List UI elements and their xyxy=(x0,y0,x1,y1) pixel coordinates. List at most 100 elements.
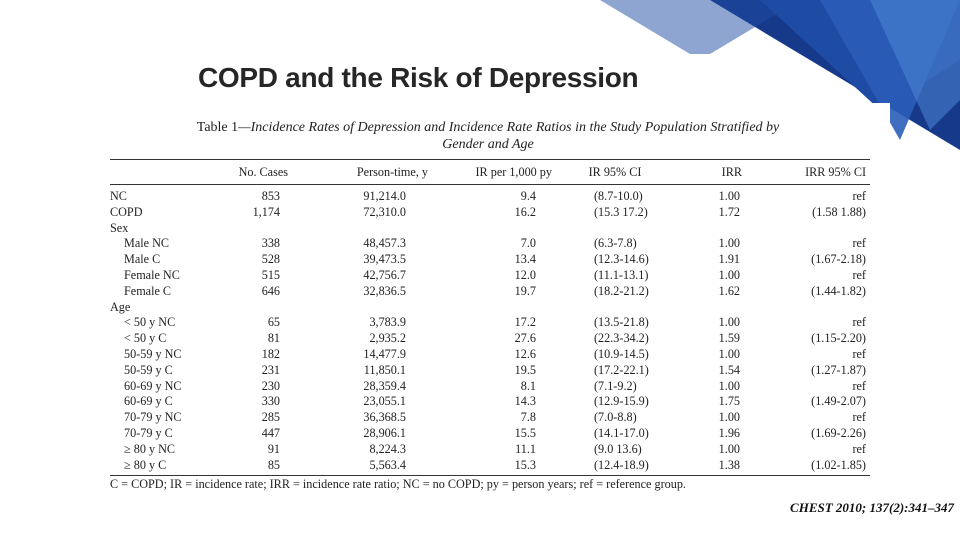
row-label: 70-79 y NC xyxy=(124,410,182,425)
cell-ir-ci: (13.5-21.8) xyxy=(594,315,649,330)
table-footnote: C = COPD; IR = incidence rate; IRR = inc… xyxy=(110,477,686,491)
cell-cases: 330 xyxy=(261,394,280,409)
cell-cases: 285 xyxy=(261,410,280,425)
cell-irr-ci: (1.58 1.88) xyxy=(812,204,866,219)
table-caption: Table 1—Incidence Rates of Depression an… xyxy=(86,119,890,153)
cell-person-time: 42,756.7 xyxy=(363,267,406,282)
table-group-row: Age xyxy=(110,300,870,316)
table-row: Male NC 338 48,457.3 7.0 (6.3-7.8) 1.00 ref xyxy=(110,236,870,252)
cell-ir-ci: (8.7-10.0) xyxy=(594,189,643,203)
cell-ir: 7.8 xyxy=(520,410,536,425)
row-label: < 50 y C xyxy=(124,331,167,346)
cell-cases: 230 xyxy=(261,378,280,393)
cell-person-time: 3,783.9 xyxy=(369,315,406,330)
cell-irr-ci: ref xyxy=(852,236,866,251)
table-row: 60-69 y C 330 23,055.1 14.3 (12.9-15.9) 1.75 (… xyxy=(110,394,870,410)
table-row: NC 853 91,214.0 9.4 (8.7-10.0) 1.00 ref xyxy=(110,185,870,205)
cell-person-time: 5,563.4 xyxy=(292,457,432,477)
cell-ir-ci: (15.3 17.2) xyxy=(594,204,648,219)
cell-irr-ci xyxy=(762,221,870,237)
cell-cases: 81 xyxy=(267,331,280,346)
cell-ir: 16.2 xyxy=(514,204,536,219)
cell-person-time: 32,836.5 xyxy=(363,283,406,298)
cell-cases: 182 xyxy=(261,346,280,361)
cell-irr-ci: ref xyxy=(852,410,866,425)
cell-cases: 65 xyxy=(267,315,280,330)
cell-person-time: 28,906.1 xyxy=(363,425,406,440)
table-row: Female C 646 32,836.5 19.7 (18.2-21.2) 1.62 (1… xyxy=(110,284,870,300)
cell-irr-ci: (1.02-1.85) xyxy=(762,457,870,477)
cell-irr-ci: (1.49-2.07) xyxy=(811,394,866,409)
table-image-panel: Table 1—Incidence Rates of Depression an… xyxy=(86,103,890,495)
cell-person-time: 23,055.1 xyxy=(363,394,406,409)
cell-person-time: 91,214.0 xyxy=(363,189,406,203)
cell-person-time xyxy=(292,300,432,316)
ray-shape xyxy=(870,0,960,130)
header-person-time: Person-time, y xyxy=(292,159,432,185)
cell-cases: 85 xyxy=(222,457,292,477)
cell-irr: 1.00 xyxy=(718,236,740,251)
table-caption-text-line2: Gender and Age xyxy=(442,137,534,152)
cell-cases: 853 xyxy=(261,189,280,203)
row-label: < 50 y NC xyxy=(124,315,176,330)
incidence-table: No. Cases Person-time, y IR per 1,000 py… xyxy=(110,159,870,477)
cell-irr: 1.00 xyxy=(718,410,740,425)
cell-irr: 1.72 xyxy=(718,204,740,219)
cell-ir-ci: (17.2-22.1) xyxy=(594,362,649,377)
citation: CHEST 2010; 137(2):341–347 xyxy=(790,500,954,515)
table-row: < 50 y C 81 2,935.2 27.6 (22.3-34.2) 1.59 (1.1… xyxy=(110,331,870,347)
cell-person-time: 2,935.2 xyxy=(369,331,406,346)
table-row: 70-79 y NC 285 36,368.5 7.8 (7.0-8.8) 1.00 ref xyxy=(110,410,870,426)
cell-irr: 1.00 xyxy=(718,378,740,393)
cell-ir-ci: (18.2-21.2) xyxy=(594,283,649,298)
ray-shape xyxy=(600,0,800,60)
header-cases: No. Cases xyxy=(222,159,292,185)
cell-ir: 11.1 xyxy=(515,441,536,456)
cell-person-time: 11,850.1 xyxy=(363,362,406,377)
row-label: ≥ 80 y C xyxy=(110,457,222,477)
row-label: Female NC xyxy=(124,267,180,282)
table-header-row: No. Cases Person-time, y IR per 1,000 py… xyxy=(110,159,870,185)
cell-cases: 1,174 xyxy=(252,204,280,219)
row-label: Female C xyxy=(124,283,172,298)
cell-person-time: 28,359.4 xyxy=(363,378,406,393)
cell-irr xyxy=(674,221,762,237)
cell-ir: 12.0 xyxy=(514,267,536,282)
cell-irr-ci: (1.67-2.18) xyxy=(811,252,866,267)
background-blue-rays xyxy=(0,0,960,150)
row-label: COPD xyxy=(110,204,143,219)
cell-person-time: 39,473.5 xyxy=(363,252,406,267)
cell-cases: 338 xyxy=(261,236,280,251)
cell-ir-ci: (12.4-18.9) xyxy=(556,457,674,477)
table-row: ≥ 80 y NC 91 8,224.3 11.1 (9.0 13.6) 1.00 ref xyxy=(110,442,870,458)
cell-cases: 91 xyxy=(267,441,280,456)
cell-ir: 9.4 xyxy=(520,189,536,203)
cell-cases xyxy=(222,221,292,237)
table-row: 50-59 y C 231 11,850.1 19.5 (17.2-22.1) 1.54 (… xyxy=(110,363,870,379)
cell-ir: 15.3 xyxy=(432,457,556,477)
cell-ir: 19.7 xyxy=(514,283,536,298)
cell-ir-ci: (10.9-14.5) xyxy=(594,346,649,361)
cell-person-time: 14,477.9 xyxy=(363,346,406,361)
header-ir: IR per 1,000 py xyxy=(432,159,556,185)
cell-ir: 13.4 xyxy=(514,252,536,267)
row-label: 70-79 y C xyxy=(124,425,173,440)
cell-irr: 1.59 xyxy=(718,331,740,346)
table-row: ≥ 80 y C 85 5,563.4 15.3 (12.4-18.9) 1.38 (1.0… xyxy=(110,457,870,477)
cell-irr: 1.96 xyxy=(718,425,740,440)
cell-cases: 528 xyxy=(261,252,280,267)
cell-irr-ci: (1.27-1.87) xyxy=(811,362,866,377)
cell-irr: 1.38 xyxy=(674,457,762,477)
table-caption-text: —Incidence Rates of Depression and Incid… xyxy=(238,120,780,135)
table-row: 70-79 y C 447 28,906.1 15.5 (14.1-17.0) 1.96 (… xyxy=(110,426,870,442)
cell-person-time xyxy=(292,221,432,237)
cell-irr: 1.75 xyxy=(718,394,740,409)
cell-cases: 646 xyxy=(261,283,280,298)
slide-title: COPD and the Risk of Depression xyxy=(198,62,639,93)
table-row: COPD 1,174 72,310.0 16.2 (15.3 17.2) 1.72 (1.5… xyxy=(110,205,870,221)
header-label xyxy=(110,159,222,185)
cell-irr: 1.00 xyxy=(718,346,740,361)
cell-ir-ci: (11.1-13.1) xyxy=(594,267,649,282)
ray-shape xyxy=(0,0,420,40)
table-row: 60-69 y NC 230 28,359.4 8.1 (7.1-9.2) 1.00 ref xyxy=(110,379,870,395)
